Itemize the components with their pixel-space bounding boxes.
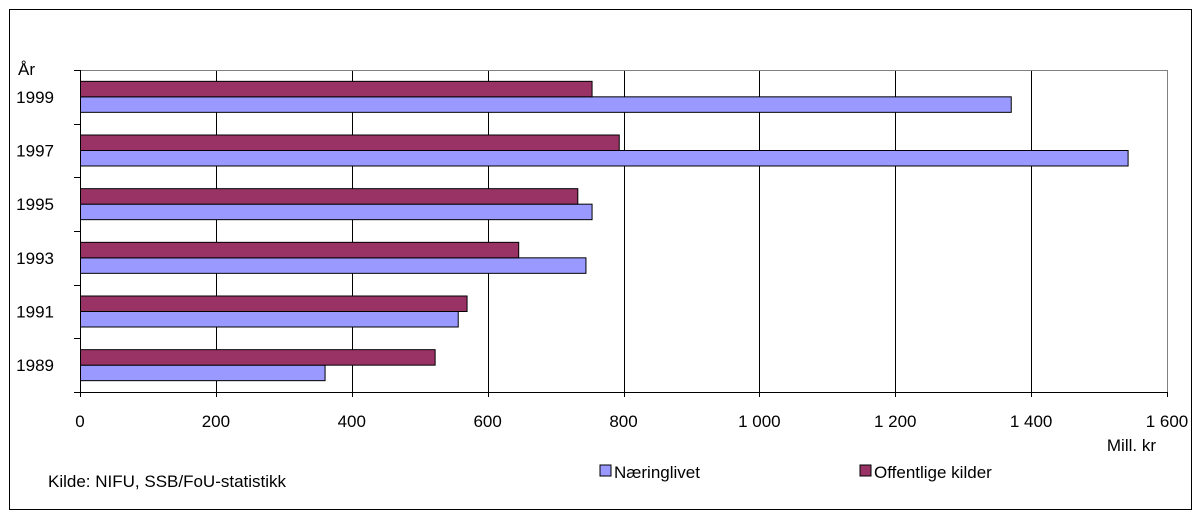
bar-naeringlivet [80,150,1129,167]
y-tick-label: 1999 [16,88,54,107]
y-axis-label: År [18,60,35,79]
bars [80,80,1129,382]
legend-swatch-offentlige-kilder [859,464,872,477]
bar-offentlige-kilder [80,241,520,259]
x-axis-label: Mill. kr [1107,436,1156,455]
x-tick-labels: 0 200 400 600 800 1 000 1 200 1 400 1 600 [75,392,1188,431]
x-tick-label: 400 [338,412,366,431]
bar-naeringlivet [80,257,587,274]
y-tick-label: 1997 [16,142,54,161]
bar-naeringlivet [80,311,459,328]
bar-offentlige-kilder [80,188,579,205]
bar-naeringlivet [80,364,326,382]
bar-naeringlivet [80,203,593,221]
legend-label-offentlige-kilder: Offentlige kilder [874,463,992,482]
y-tick-label: 1991 [16,303,54,322]
y-tick-labels: 1989 1991 1993 1995 1997 1999 [16,70,80,393]
x-tick-label: 800 [609,412,637,431]
x-tick-label: 1 000 [738,412,781,431]
bar-naeringlivet [80,96,1012,113]
x-tick-label: 0 [75,412,84,431]
legend-label-naeringlivet: Næringlivet [614,463,700,482]
bar-offentlige-kilder [80,295,468,312]
bar-offentlige-kilder [80,349,436,366]
bar-offentlige-kilder [80,80,593,98]
bar-offentlige-kilder [80,134,620,151]
x-tick-label: 1 200 [874,412,917,431]
legend-swatch-naeringlivet [599,464,612,477]
x-tick-label: 1 400 [1010,412,1053,431]
source-note: Kilde: NIFU, SSB/FoU-statistikk [48,472,287,491]
y-tick-label: 1989 [16,356,54,375]
x-tick-label: 600 [473,412,501,431]
x-tick-label: 1 600 [1146,412,1189,431]
y-tick-label: 1993 [16,249,54,268]
x-tick-label: 200 [202,412,230,431]
y-tick-label: 1995 [16,195,54,214]
gridlines [216,70,1168,392]
legend: Næringlivet Offentlige kilder [599,463,992,482]
